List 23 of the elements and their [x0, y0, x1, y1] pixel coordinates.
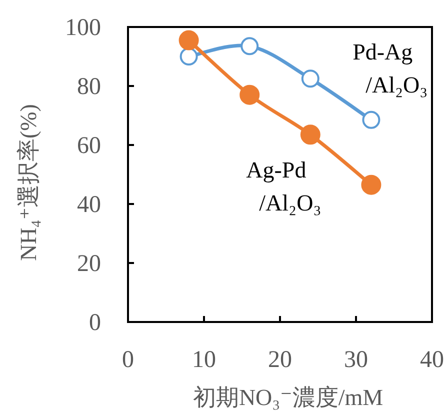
point	[240, 84, 260, 105]
point	[361, 174, 382, 195]
point	[300, 124, 320, 145]
y-tick-label: 20	[77, 251, 101, 277]
y-tick-label: 100	[65, 15, 101, 41]
y-tick-label: 0	[89, 310, 101, 336]
y-tick-label: 80	[77, 74, 101, 100]
series-label: Pd-Ag /Al₂O₃	[352, 39, 428, 98]
x-axis-title: 初期NO₃⁻濃度/mM	[192, 385, 384, 410]
x-tick-label: 30	[344, 347, 368, 373]
x-tick-label: 20	[268, 347, 292, 373]
y-tick-label: 40	[77, 192, 101, 218]
point	[301, 70, 320, 88]
y-axis-title: NH₄⁺選択率(%)	[16, 104, 41, 261]
y-tick-label: 60	[77, 133, 101, 159]
x-tick-label: 10	[192, 347, 216, 373]
point	[240, 37, 259, 56]
x-tick-label: 40	[420, 347, 444, 373]
point	[362, 110, 380, 129]
series-label: Ag-Pd /Al₂O₃	[246, 157, 322, 216]
x-tick-label: 0	[122, 347, 134, 373]
point	[180, 48, 198, 66]
point	[178, 30, 199, 50]
